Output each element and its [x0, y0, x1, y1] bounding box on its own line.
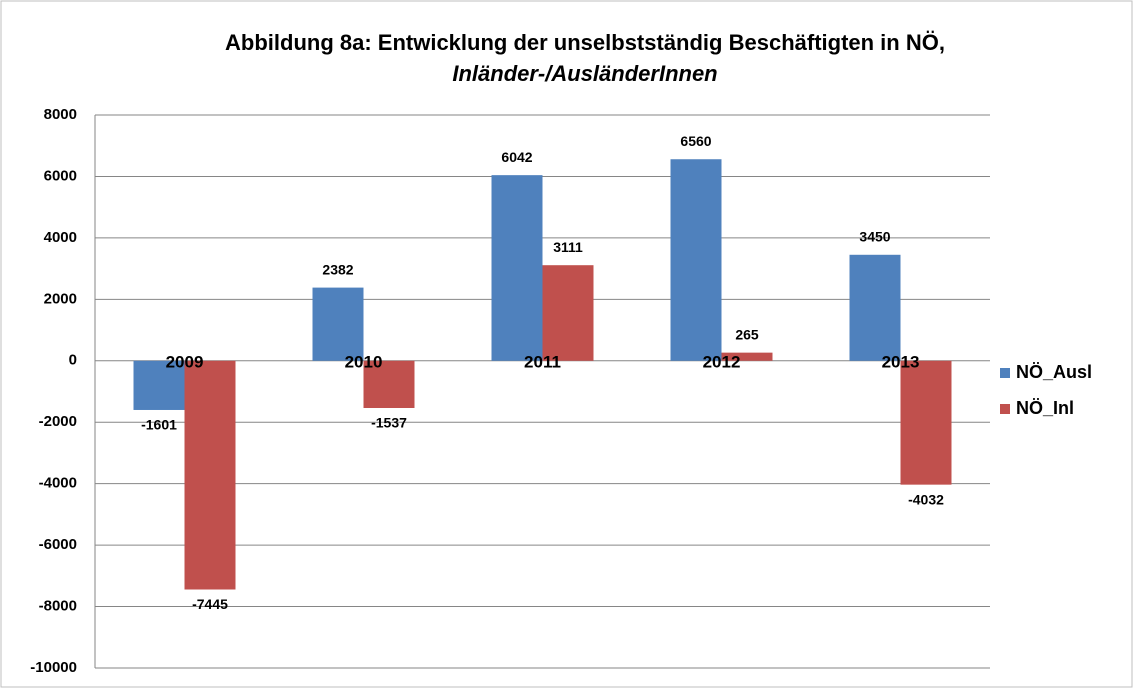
x-tick-label: 2010 [345, 352, 383, 371]
value-label: 3111 [553, 239, 583, 255]
bar [542, 265, 594, 361]
bar [849, 254, 901, 361]
legend-swatch [1000, 404, 1010, 414]
x-tick-label: 2012 [703, 352, 741, 371]
value-label: -1601 [141, 417, 177, 433]
x-tick-label: 2009 [166, 352, 204, 371]
bar [491, 175, 543, 361]
value-label: 2382 [322, 261, 353, 277]
chart-title: Abbildung 8a: Entwicklung der unselbstst… [225, 30, 945, 55]
y-tick-label: -6000 [39, 536, 77, 553]
bar [363, 360, 415, 408]
legend-swatch [1000, 368, 1010, 378]
y-tick-label: 0 [69, 352, 77, 369]
value-label: -1537 [371, 415, 407, 431]
bar [670, 159, 722, 361]
value-label: 265 [735, 326, 759, 342]
y-tick-label: 6000 [44, 167, 77, 184]
y-tick-label: 2000 [44, 290, 77, 307]
bar [312, 287, 364, 361]
x-tick-label: 2011 [524, 352, 561, 371]
value-label: 6560 [680, 133, 711, 149]
bar [184, 360, 236, 590]
y-tick-label: -4000 [39, 475, 77, 492]
value-label: -7445 [192, 596, 228, 612]
legend-label: NÖ_Ausl [1016, 362, 1092, 382]
y-tick-label: -2000 [39, 413, 77, 430]
value-label: -4032 [908, 491, 944, 507]
y-tick-label: -8000 [39, 598, 77, 615]
y-tick-label: 4000 [44, 229, 77, 246]
chart-subtitle: Inländer-/AusländerInnen [452, 61, 717, 86]
y-tick-label: -10000 [30, 659, 77, 676]
legend-label: NÖ_Inl [1016, 398, 1074, 418]
bar [721, 352, 773, 361]
value-label: 6042 [501, 149, 532, 165]
x-tick-label: 2013 [882, 352, 920, 371]
bar [133, 360, 185, 410]
bar [900, 360, 952, 485]
value-label: 3450 [859, 228, 890, 244]
y-tick-label: 8000 [44, 106, 77, 123]
